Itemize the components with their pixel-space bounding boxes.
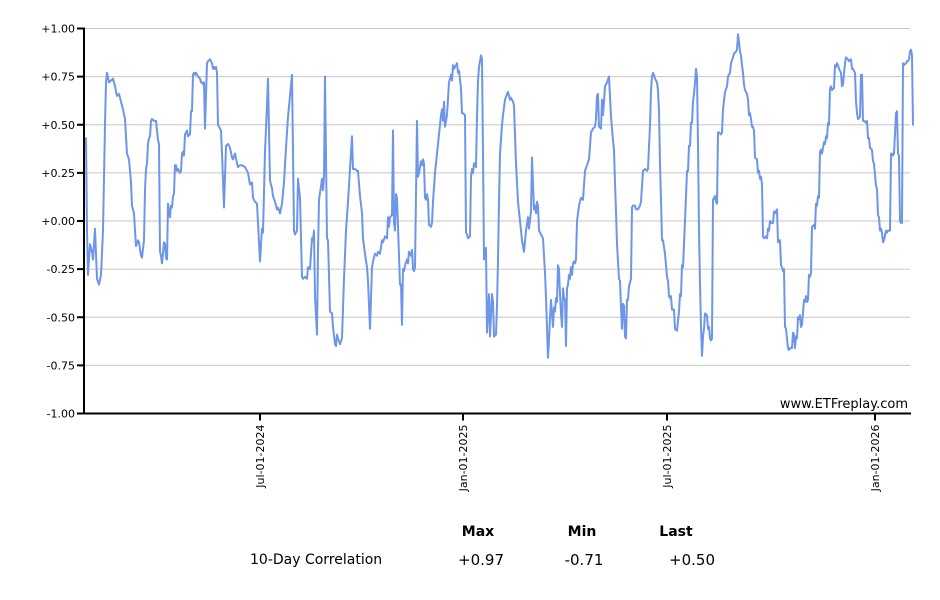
stat-value-min: -0.71 (564, 551, 604, 569)
x-tick-label: Jan-01-2026 (869, 425, 882, 493)
stat-value-max: +0.97 (458, 551, 504, 569)
correlation-chart: +1.00 +0.75 +0.50 +0.25 +0.00 -0.25 -0.50 -0.75… (41, 23, 914, 493)
x-tick-label: Jul-01-2025 (661, 425, 674, 489)
y-tick-label: -1.00 (47, 408, 75, 421)
y-tick-label: +0.50 (41, 119, 75, 132)
stat-header-last: Last (659, 524, 693, 540)
y-tick-label: -0.75 (47, 359, 75, 372)
y-tick-label: +0.25 (41, 167, 75, 180)
y-tick-label: +0.00 (41, 215, 75, 228)
stat-header-max: Max (461, 524, 495, 540)
correlation-series-line (85, 33, 914, 359)
y-tick-label: -0.25 (47, 263, 75, 276)
series-row-label: 10-Day Correlation (250, 552, 383, 568)
x-tick-label: Jul-01-2024 (254, 425, 267, 489)
x-tick-label: Jan-01-2025 (457, 425, 470, 493)
y-tick-label: -0.50 (47, 311, 75, 324)
stat-value-last: +0.50 (669, 551, 715, 569)
stat-header-min: Min (567, 524, 597, 540)
etfreplay-watermark: www.ETFreplay.com (780, 397, 908, 412)
y-tick-label: +1.00 (41, 23, 75, 36)
y-tick-label: +0.75 (41, 71, 75, 84)
